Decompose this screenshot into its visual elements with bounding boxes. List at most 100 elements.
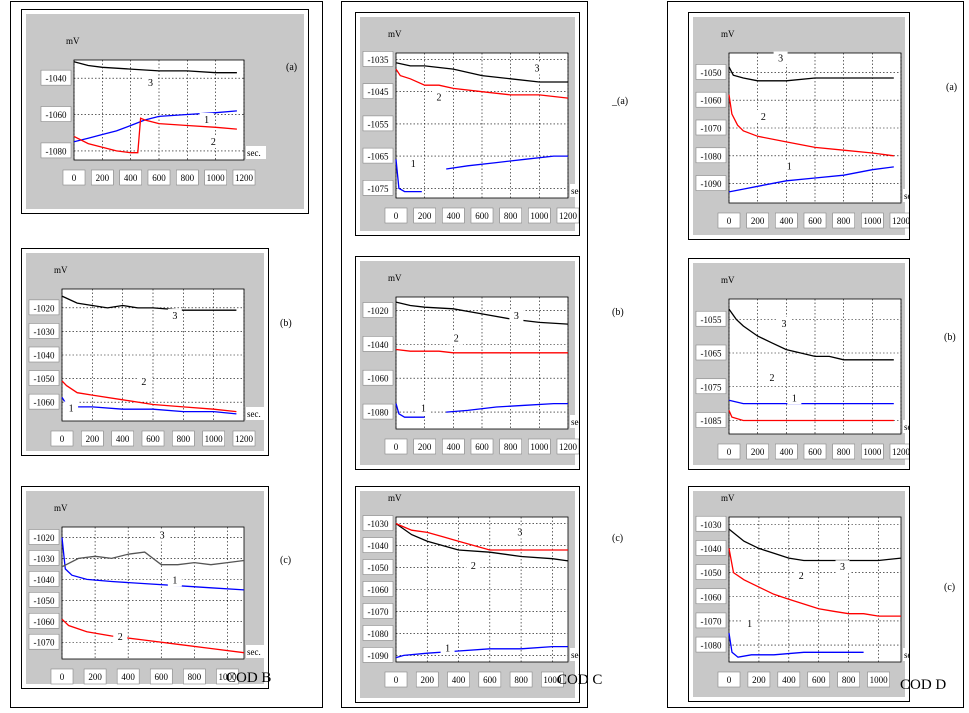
x-tick-label: 600 (475, 442, 489, 452)
x-tick-box (478, 671, 502, 688)
x-axis-label: sec. (571, 650, 579, 660)
x-tick-label: 1000 (863, 447, 882, 457)
x-tick-box (470, 438, 494, 455)
series-label-box (782, 159, 797, 173)
series-line-1 (446, 402, 568, 413)
x-tick-box (746, 443, 769, 460)
x-tick-label: 1000 (543, 675, 562, 685)
series-label-box (509, 309, 524, 323)
y-axis-label: mV (721, 275, 735, 285)
series-label: 3 (160, 531, 165, 542)
chart-panel-c-b: mV -1020 -1040 -1060 -1080 0 200 400 600 800 1000 1… (355, 256, 580, 470)
cod-label-b: COD B (226, 670, 272, 686)
panel-tag: (a) (946, 82, 958, 93)
y-tick-label: -1080 (701, 151, 722, 161)
series-label: 2 (770, 373, 775, 384)
series-label: 3 (172, 311, 177, 322)
series-label-box (206, 135, 221, 148)
panel-tag: (c) (612, 533, 624, 544)
y-tick-label: -1080 (701, 641, 722, 651)
y-tick-box (28, 529, 60, 545)
y-tick-box (28, 346, 60, 363)
series-label: 2 (118, 632, 123, 643)
x-tick-box (81, 430, 104, 447)
column-frame-b (10, 1, 323, 708)
y-axis-label: mV (388, 29, 402, 39)
y-tick-box (362, 83, 394, 99)
y-tick-box (28, 299, 60, 316)
y-tick-box (28, 633, 60, 650)
y-tick-box (695, 378, 727, 395)
x-tick-label: 400 (121, 672, 135, 682)
chart-panel-b-b: mV -1020 -1030 -1040 -1050 -1060 0 200 400 600 800… (21, 248, 269, 456)
chart-svg-5: mV -1030 -1040 -1050 -1060 -1070 -1080 -1090 0 20… (360, 491, 579, 698)
y-tick-label: -1050 (34, 374, 55, 384)
series-line-3 (728, 308, 894, 361)
y-tick-label: -1055 (701, 315, 722, 325)
chart-panel-d-b: mV -1055 -1065 -1075 -1085 0 200 400 600 800 1000 1… (688, 258, 910, 470)
series-label-box (440, 641, 455, 655)
x-tick-box (717, 212, 741, 229)
series-label-box (406, 157, 421, 171)
x-axis-label: sec. (904, 422, 909, 432)
y-tick-box (695, 412, 727, 428)
x-tick-label: 1200 (892, 447, 909, 457)
x-tick-box (832, 212, 855, 229)
panel-tag: (b) (612, 307, 624, 318)
y-axis-label: mV (54, 503, 68, 513)
x-tick-label: 400 (780, 447, 794, 457)
series-label-box (773, 51, 788, 65)
x-tick-box (83, 668, 107, 685)
column-frame-d (667, 1, 964, 708)
x-tick-box (442, 438, 465, 455)
x-tick-label: 200 (751, 216, 765, 226)
series-label-box (777, 317, 792, 330)
series-label: 1 (69, 403, 74, 414)
x-tick-box (147, 169, 171, 186)
cod-label-c: COD C (557, 672, 603, 688)
y-tick-label: -1055 (368, 119, 389, 129)
x-axis-label: sec. (247, 647, 261, 657)
x-tick-box (499, 438, 522, 455)
series-label: 2 (211, 137, 216, 148)
x-tick-label: 200 (88, 672, 102, 682)
x-tick-box (777, 671, 801, 688)
x-tick-label: 0 (394, 442, 399, 452)
series-line-3 (61, 551, 245, 568)
series-line-2 (728, 94, 894, 157)
plot-area (395, 52, 569, 199)
series-line-1 (395, 159, 422, 193)
x-axis-label: sec. (571, 417, 579, 427)
y-tick-box (362, 147, 394, 164)
y-tick-box (695, 612, 727, 629)
y-tick-box (695, 175, 727, 191)
x-tick-label: 1000 (870, 675, 889, 685)
series-label-box (794, 568, 809, 582)
series-label: 3 (535, 63, 540, 74)
x-tick-label: 600 (483, 675, 497, 685)
x-tick-box (867, 671, 890, 688)
x-tick-label: 1200 (559, 211, 578, 221)
series-label: 1 (445, 643, 450, 654)
x-tick-box (50, 668, 74, 685)
series-label-box (530, 61, 545, 75)
plot-area (61, 526, 245, 660)
x-axis-label: sec. (247, 148, 261, 158)
y-tick-label: -1040 (34, 575, 55, 585)
x-tick-label: 0 (727, 675, 732, 685)
series-line-3 (61, 295, 237, 311)
x-axis-label-box (246, 645, 266, 658)
x-tick-label: 0 (60, 672, 65, 682)
x-tick-box (202, 430, 225, 447)
x-tick-box (528, 438, 551, 455)
y-tick-label: -1090 (368, 651, 389, 661)
x-tick-box (149, 668, 173, 685)
y-tick-label: -1060 (34, 617, 55, 627)
series-label: 1 (747, 619, 752, 630)
series-line-2 (395, 523, 569, 562)
series-label-box (136, 375, 151, 389)
series-label: 1 (421, 404, 426, 415)
chart-panel-b-a: mV -1040 -1060 -1080 0 200 400 600 800 1000 1200 se… (21, 9, 309, 214)
x-tick-box (889, 443, 909, 460)
y-tick-box (362, 603, 394, 619)
